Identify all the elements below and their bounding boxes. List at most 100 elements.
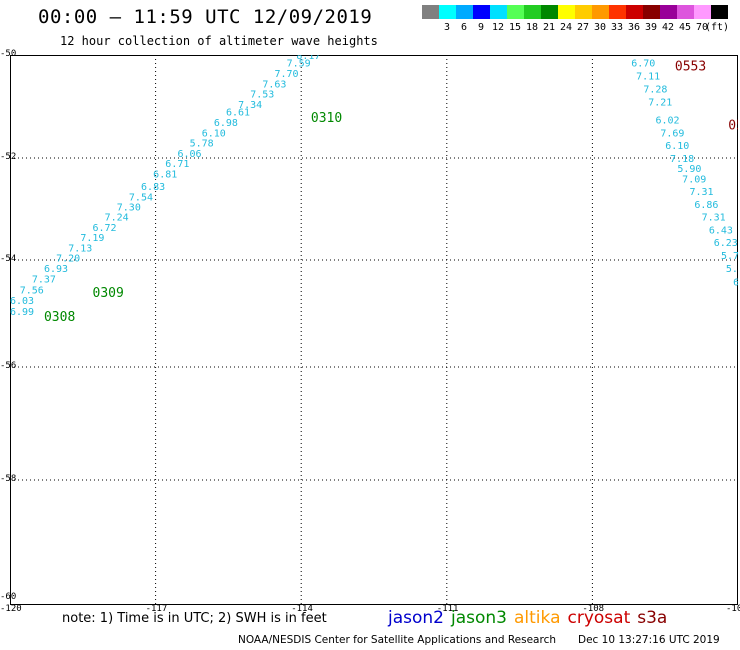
legend-label: 70 <box>695 22 709 33</box>
legend-swatch <box>456 5 473 19</box>
swh-value-east: 7.21 <box>648 97 672 108</box>
legend-label: 12 <box>491 22 505 33</box>
swh-value-east: 6.70 <box>631 59 655 70</box>
lat-tick-label: -56 <box>0 361 17 371</box>
footer-note: note: 1) Time is in UTC; 2) SWH is in fe… <box>62 611 327 626</box>
legend-swatch <box>524 5 541 19</box>
swh-value-west: 7.56 <box>20 285 44 296</box>
lon-tick-label: -114 <box>291 604 313 614</box>
lon-tick-label: -120 <box>0 604 22 614</box>
swh-value-east: 7.31 <box>689 187 713 198</box>
swh-value-west: 7.13 <box>68 243 92 254</box>
legend-label: 36 <box>627 22 641 33</box>
swh-value-west: 6.06 <box>177 149 201 160</box>
legend-label: 33 <box>610 22 624 33</box>
legend-swatch <box>490 5 507 19</box>
swh-value-east: 5.72 <box>721 251 738 262</box>
map-title: 00:00 – 11:59 UTC 12/09/2019 <box>38 6 373 28</box>
swh-value-east: 7.31 <box>702 213 726 224</box>
swh-value-west: 6.72 <box>93 223 117 234</box>
swh-value-east: 7.18 <box>670 154 694 165</box>
satellite-altika: altika <box>514 608 561 628</box>
swh-value-east: 7.28 <box>643 84 667 95</box>
swh-value-west: 7.70 <box>275 69 299 80</box>
legend-swatch <box>694 5 711 19</box>
legend-label: 27 <box>576 22 590 33</box>
pass-time-label: 0553 <box>675 59 706 74</box>
swh-value-west: 6.98 <box>214 118 238 129</box>
swh-value-west: 7.30 <box>117 202 141 213</box>
map-subtitle: 12 hour collection of altimeter wave hei… <box>60 34 378 48</box>
swh-value-west: 7.19 <box>80 233 104 244</box>
swh-value-west: 7.24 <box>105 213 129 224</box>
map-frame <box>10 55 738 605</box>
generated-timestamp: Dec 10 13:27:16 UTC 2019 <box>578 634 720 646</box>
legend-label: 18 <box>525 22 539 33</box>
swh-value-west: 6.61 <box>226 108 250 119</box>
swh-value-west: 7.63 <box>262 79 286 90</box>
lon-tick-label: -111 <box>436 604 459 614</box>
satellite-jason2: jason2 <box>388 608 444 628</box>
legend-swatch <box>677 5 694 19</box>
swh-value-east: 6.43 <box>709 225 733 236</box>
swh-value-west: 8.17 <box>296 55 320 62</box>
swh-value-east: 7.11 <box>636 72 660 83</box>
swh-value-west: 6.71 <box>165 159 189 170</box>
legend-label: 15 <box>508 22 522 33</box>
swh-value-west: 7.37 <box>32 275 56 286</box>
swh-value-west: 6.99 <box>10 307 34 318</box>
legend-label: 24 <box>559 22 573 33</box>
wave-height-map: 8.177.597.707.637.537.346.616.986.105.78… <box>10 55 738 605</box>
swh-value-east: 7.69 <box>660 128 684 139</box>
legend-swatch <box>541 5 558 19</box>
swh-value-east: 5.87 <box>726 264 738 275</box>
swh-value-west: 6.81 <box>153 169 177 180</box>
swh-value-east: 6.10 <box>665 141 689 152</box>
lon-tick-label: -108 <box>582 604 605 614</box>
satellite-s3a: s3a <box>637 608 668 628</box>
legend-label: 21 <box>542 22 556 33</box>
legend-swatch <box>507 5 524 19</box>
legend-unit: (ft) <box>705 22 730 33</box>
legend-swatch <box>609 5 626 19</box>
legend-swatch <box>422 5 439 19</box>
legend-label: 39 <box>644 22 658 33</box>
swh-value-east: 7.09 <box>682 174 706 185</box>
satellite-cryosat: cryosat <box>567 608 631 628</box>
lat-tick-label: -54 <box>0 254 17 264</box>
pass-time-label: 0309 <box>93 286 124 301</box>
legend-swatch <box>575 5 592 19</box>
legend-swatch <box>711 5 728 19</box>
swh-value-west: 6.93 <box>44 264 68 275</box>
satellite-jason3: jason3 <box>451 608 507 628</box>
swh-value-east: 6.02 <box>655 115 679 126</box>
lat-tick-label: -50 <box>0 49 17 59</box>
lon-tick-label: -10 <box>726 604 740 614</box>
legend-swatch <box>558 5 575 19</box>
legend-label: 42 <box>661 22 675 33</box>
lat-tick-label: -58 <box>0 474 17 484</box>
legend-swatch <box>592 5 609 19</box>
pass-time-label: 0308 <box>44 310 75 325</box>
credit-line: NOAA/NESDIS Center for Satellite Applica… <box>238 634 556 646</box>
swh-value-west: 6.83 <box>141 182 165 193</box>
swh-value-west: 5.78 <box>190 139 214 150</box>
legend-label: 30 <box>593 22 607 33</box>
swh-value-west: 7.59 <box>287 59 311 70</box>
swh-value-west: 7.53 <box>250 90 274 101</box>
legend-swatch <box>660 5 677 19</box>
lat-tick-label: -60 <box>0 592 17 602</box>
pass-time-label: 0310 <box>311 111 342 126</box>
legend-label: 45 <box>678 22 692 33</box>
swh-value-west: 7.34 <box>238 100 262 111</box>
swh-value-east: 5.90 <box>677 164 701 175</box>
swh-value-east: 6.23 <box>714 238 738 249</box>
satellite-legend: jason2 jason3 altika cryosat s3a <box>388 608 674 628</box>
color-legend: (ft) 3 6 9 12 15 18 21 24 27 30 33 36 39 42 45 70 <box>422 5 730 37</box>
legend-swatch <box>643 5 660 19</box>
swh-value-east: 6.02 <box>733 277 738 288</box>
swh-value-west: 6.03 <box>10 296 34 307</box>
swh-value-west: 6.10 <box>202 128 226 139</box>
legend-swatch <box>439 5 456 19</box>
legend-swatch <box>626 5 643 19</box>
